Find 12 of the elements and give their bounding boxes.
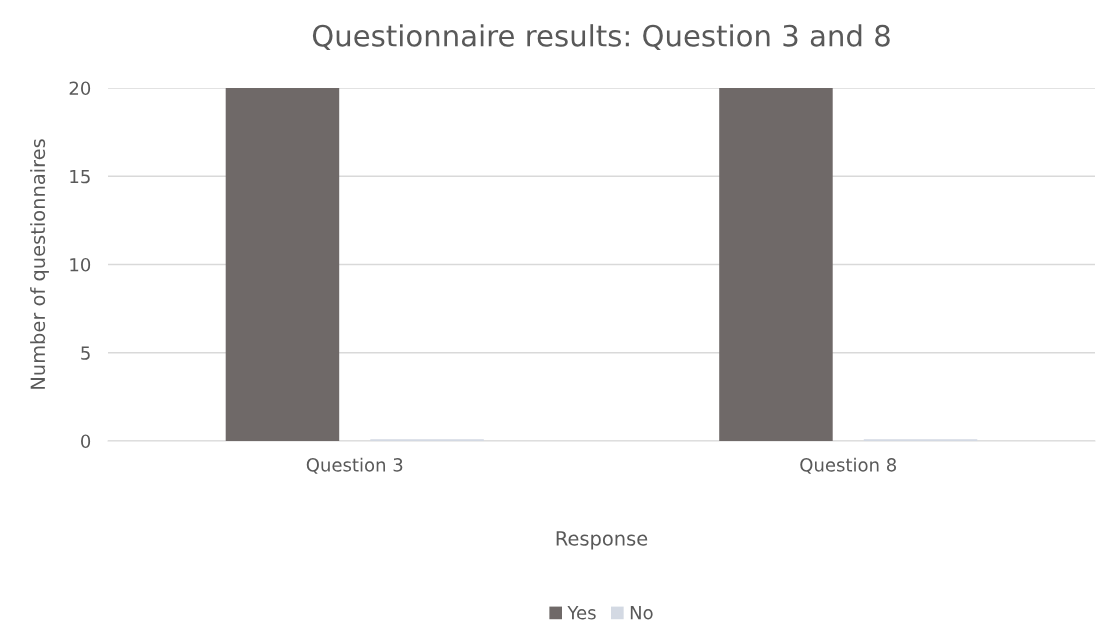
y-tick-label: 20 <box>69 81 91 96</box>
x-tick-label: Question 8 <box>800 457 897 474</box>
chart-title: Questionnaire results: Question 3 and 8 <box>312 24 890 51</box>
legend-label: No <box>630 606 653 620</box>
y-tick-label: 15 <box>70 169 90 184</box>
x-axis-title: Response <box>556 531 648 550</box>
x-tick-label: Question 3 <box>306 457 403 474</box>
legend-label: Yes <box>567 606 596 620</box>
y-tick-label: 5 <box>81 346 90 360</box>
y-tick-label: 0 <box>81 434 91 449</box>
y-tick-label: 10 <box>70 257 91 272</box>
y-axis-title: Number of questionnaires <box>30 139 49 389</box>
